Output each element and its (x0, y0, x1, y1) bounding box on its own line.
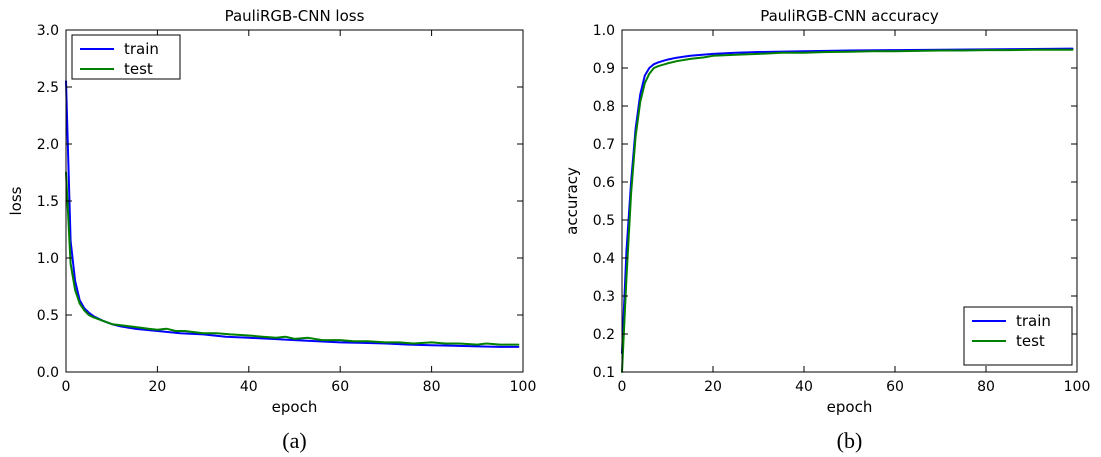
legend-box (71, 34, 181, 80)
y-tick-label: 0.9 (593, 61, 615, 77)
y-tick-label: 1.5 (37, 194, 59, 210)
x-tick-label: 0 (62, 379, 71, 395)
legend-box (963, 306, 1073, 366)
x-tick-label: 80 (423, 379, 441, 395)
y-tick-label: 0.5 (37, 308, 59, 324)
x-tick-label: 20 (148, 379, 166, 395)
plot-frame (621, 29, 1078, 373)
y-axis-label: accuracy (563, 167, 581, 235)
x-tick-label: 40 (795, 379, 813, 395)
y-tick-label: 2.5 (37, 80, 59, 96)
chart-title: PauliRGB-CNN accuracy (760, 7, 939, 25)
series-line-test (621, 48, 1074, 373)
x-tick-label: 100 (1064, 379, 1091, 395)
y-tick-label: 0.0 (37, 365, 59, 381)
y-tick-label: 0.4 (593, 251, 615, 267)
x-tick-label: 80 (977, 379, 995, 395)
chart-title: PauliRGB-CNN loss (225, 7, 365, 25)
x-axis-label: epoch (827, 398, 873, 416)
x-tick-label: 40 (240, 379, 258, 395)
y-tick-label: 0.3 (593, 289, 615, 305)
subfigure-caption: (b) (837, 428, 863, 453)
legend-label-train: train (124, 40, 159, 58)
series-line-test (65, 171, 520, 346)
legend-label-test: test (1016, 332, 1045, 350)
y-tick-label: 1.0 (593, 23, 615, 39)
subfigure-caption: (a) (282, 428, 306, 453)
y-tick-label: 2.0 (37, 137, 59, 153)
y-axis-label: loss (7, 186, 25, 215)
legend-label-train: train (1016, 312, 1051, 330)
plot-frame (65, 29, 524, 373)
x-tick-label: 0 (618, 379, 627, 395)
y-tick-label: 0.1 (593, 365, 615, 381)
x-tick-label: 100 (510, 379, 537, 395)
x-tick-label: 60 (886, 379, 904, 395)
legend: train test (71, 34, 181, 80)
y-tick-label: 0.2 (593, 327, 615, 343)
y-tick-label: 0.5 (593, 213, 615, 229)
y-tick-label: 1.0 (37, 251, 59, 267)
y-tick-label: 0.6 (593, 175, 615, 191)
x-tick-label: 20 (704, 379, 722, 395)
x-tick-label: 60 (331, 379, 349, 395)
y-tick-label: 0.7 (593, 137, 615, 153)
loss-chart: 0 20 40 60 80 100 0.0 0.5 1.0 1.5 2.0 2.5 3.0 PauliRG… (7, 7, 536, 453)
series-line-train (65, 80, 520, 348)
legend: train test (963, 306, 1073, 366)
accuracy-chart: 0 20 40 60 80 100 0.1 0.2 0.3 0.4 0.5 0.6 0.7 0.8 0.9 1… (563, 7, 1090, 453)
y-tick-label: 0.8 (593, 99, 615, 115)
legend-label-test: test (124, 60, 153, 78)
y-tick-label: 3.0 (37, 23, 59, 39)
x-axis-label: epoch (272, 398, 318, 416)
